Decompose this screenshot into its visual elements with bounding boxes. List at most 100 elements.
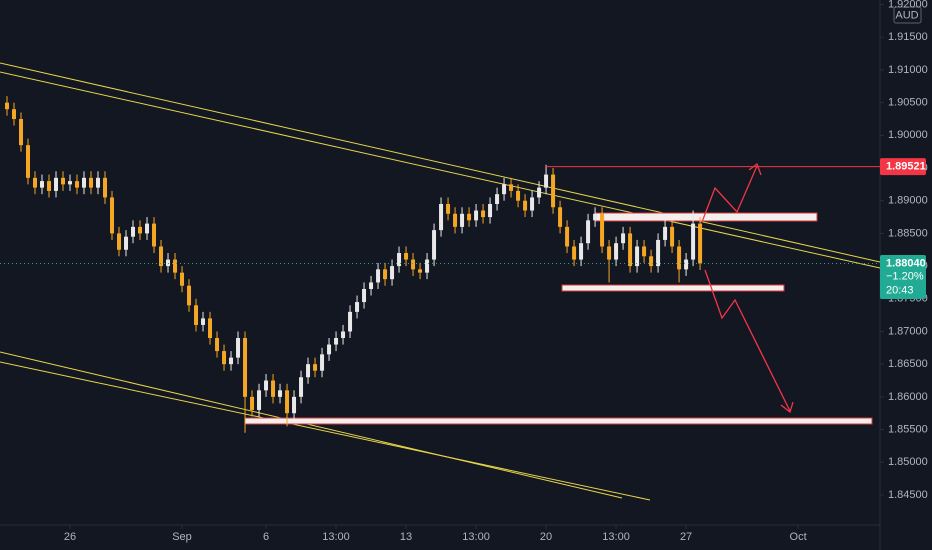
candle-body: [383, 269, 388, 280]
candle-body: [432, 230, 437, 260]
x-tick-label: Sep: [172, 531, 192, 543]
y-tick-label: 1.86500: [888, 358, 928, 370]
candle-body: [635, 246, 640, 267]
x-tick-label: 13:00: [602, 531, 630, 543]
arrow-up: [701, 165, 758, 223]
candle-body: [208, 318, 213, 339]
candle-body: [446, 203, 451, 214]
candle-body: [698, 223, 703, 264]
zone-box: [594, 212, 818, 222]
candle-body: [334, 338, 339, 345]
candle-body: [397, 253, 402, 267]
candle-body: [117, 233, 122, 250]
candle-body: [495, 194, 500, 204]
candle-body: [257, 390, 262, 410]
candle-body: [229, 357, 234, 365]
candle-body: [642, 246, 647, 257]
candle-body: [453, 213, 458, 227]
candle-body: [61, 177, 66, 185]
candle-body: [54, 177, 59, 191]
arrow-head: [780, 401, 794, 414]
candle-body: [404, 253, 409, 260]
candle-body: [439, 203, 444, 231]
candle-body: [467, 213, 472, 221]
candle-body: [481, 210, 486, 218]
candle-body: [684, 259, 689, 270]
candle-body: [348, 311, 353, 332]
candle-body: [593, 213, 598, 221]
candle-body: [285, 390, 290, 414]
candle-body: [544, 174, 549, 188]
y-tick-label: 1.85000: [888, 456, 928, 468]
candle-body: [222, 351, 227, 365]
trend-line: [0, 71, 881, 269]
candle-body: [320, 354, 325, 371]
candle-body: [96, 177, 101, 188]
candle-body: [271, 380, 276, 397]
candle-body: [19, 118, 24, 146]
price-tag-label: 1.89521: [886, 161, 926, 173]
candle-body: [677, 246, 682, 270]
candle-body: [530, 197, 535, 211]
candle-body: [194, 305, 199, 325]
candle-body: [306, 364, 311, 378]
candle-body: [579, 243, 584, 260]
y-tick-label: 1.85500: [888, 423, 928, 435]
candle-body: [390, 266, 395, 280]
candle-body: [68, 181, 73, 185]
candle-body: [236, 338, 241, 358]
candle-body: [47, 181, 52, 191]
candle-body: [628, 233, 633, 267]
candle-body: [523, 200, 528, 211]
y-tick-label: 1.91500: [888, 31, 928, 43]
x-tick-label: 6: [263, 531, 269, 543]
last-price-tag: [880, 254, 926, 299]
y-tick-label: 1.90000: [888, 129, 928, 141]
candle-body: [369, 282, 374, 289]
candle-body: [656, 239, 661, 267]
candle-body: [124, 236, 129, 250]
candle-body: [607, 246, 612, 260]
candle-body: [187, 285, 192, 306]
y-tick-label: 1.86000: [888, 391, 928, 403]
y-tick-label: 1.91000: [888, 64, 928, 76]
candle-body: [558, 207, 563, 227]
candle-body: [537, 187, 542, 198]
candle-body: [460, 213, 465, 227]
x-tick-label: 13:00: [322, 531, 350, 543]
candle-body: [215, 338, 220, 352]
candle-body: [600, 213, 605, 247]
candle-body: [649, 256, 654, 267]
candle-body: [75, 181, 80, 188]
zone-box: [244, 417, 873, 425]
last-price-change: −1.20%: [886, 270, 924, 282]
candle-body: [89, 177, 94, 188]
candle-body: [40, 181, 45, 188]
candle-body: [145, 223, 150, 234]
candle-body: [292, 396, 297, 414]
candle-body: [376, 269, 381, 283]
y-tick-label: 1.89000: [888, 195, 928, 207]
candle-body: [474, 210, 479, 221]
candle-body: [82, 177, 87, 188]
x-tick-label: 27: [680, 531, 692, 543]
plot-area: [0, 62, 881, 501]
candle-body: [670, 226, 675, 247]
candle-body: [278, 390, 283, 397]
currency-box: [893, 6, 922, 24]
x-tick-label: 20: [540, 531, 552, 543]
candle-body: [131, 226, 136, 237]
candle-body: [173, 259, 178, 273]
last-price-countdown: 20:43: [886, 284, 914, 296]
x-tick-label: Oct: [790, 531, 807, 543]
candle-body: [264, 380, 269, 391]
candle-body: [159, 246, 164, 267]
candle-body: [299, 377, 304, 397]
y-tick-label: 1.84500: [888, 489, 928, 501]
candle-body: [180, 272, 185, 286]
y-tick-label: 1.88500: [888, 227, 928, 239]
y-tick-label: 1.87000: [888, 325, 928, 337]
candle-body: [586, 220, 591, 244]
